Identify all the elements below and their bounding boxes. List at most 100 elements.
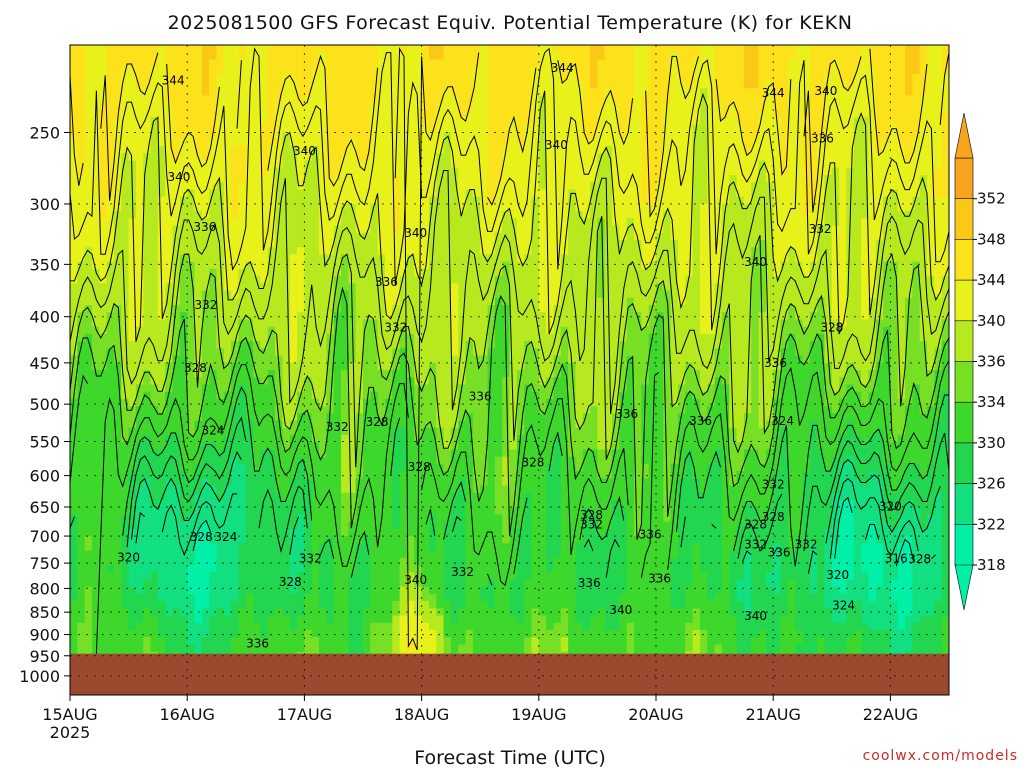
- color-cell: [363, 312, 371, 321]
- color-cell: [472, 102, 481, 111]
- color-cell: [253, 485, 262, 494]
- color-cell: [355, 427, 364, 436]
- color-cell: [121, 102, 130, 111]
- color-cell: [187, 131, 196, 140]
- color-cell: [450, 586, 459, 595]
- color-cell: [84, 153, 93, 162]
- color-cell: [275, 442, 284, 451]
- color-cell: [421, 73, 430, 82]
- color-cell: [91, 406, 100, 414]
- color-cell: [436, 579, 445, 588]
- color-cell: [363, 110, 371, 118]
- color-cell: [77, 485, 86, 494]
- color-cell: [428, 572, 437, 581]
- color-cell: [472, 254, 481, 263]
- color-cell: [282, 456, 291, 465]
- color-cell: [238, 406, 247, 414]
- color-cell: [304, 377, 313, 386]
- color-cell: [253, 435, 262, 443]
- color-cell: [341, 572, 349, 581]
- color-cell: [91, 435, 100, 443]
- color-cell: [84, 622, 93, 631]
- color-cell: [406, 492, 415, 501]
- color-cell: [245, 290, 254, 299]
- color-cell: [384, 500, 393, 508]
- color-cell: [341, 435, 349, 443]
- color-cell: [399, 579, 408, 588]
- color-cell: [91, 52, 100, 61]
- color-cell: [348, 601, 357, 609]
- color-cell: [179, 485, 188, 494]
- color-cell: [216, 377, 225, 386]
- color-cell: [319, 73, 327, 82]
- color-cell: [91, 153, 100, 162]
- color-cell: [297, 622, 305, 631]
- color-cell: [172, 146, 181, 154]
- color-cell: [304, 254, 313, 263]
- color-cell: [326, 81, 335, 89]
- color-cell: [84, 95, 93, 104]
- color-cell: [260, 319, 269, 328]
- color-cell: [91, 456, 100, 465]
- color-cell: [450, 557, 459, 566]
- color-cell: [84, 521, 93, 530]
- color-cell: [157, 189, 166, 198]
- color-cell: [421, 348, 430, 357]
- color-cell: [157, 203, 166, 212]
- color-cell: [333, 232, 342, 241]
- color-cell: [465, 326, 474, 335]
- color-cell: [150, 102, 159, 111]
- color-cell: [231, 521, 240, 530]
- color-cell: [84, 290, 93, 299]
- color-cell: [216, 370, 225, 378]
- color-cell: [245, 268, 254, 277]
- color-cell: [194, 146, 203, 154]
- color-cell: [135, 203, 144, 212]
- color-cell: [333, 131, 342, 140]
- color-cell: [157, 138, 166, 147]
- color-cell: [458, 630, 467, 638]
- color-cell: [209, 225, 218, 234]
- color-cell: [172, 644, 181, 653]
- color-cell: [172, 117, 181, 126]
- color-cell: [458, 622, 467, 631]
- color-cell: [443, 117, 452, 126]
- color-cell: [150, 528, 159, 537]
- color-cell: [377, 175, 386, 183]
- color-cell: [121, 370, 130, 378]
- color-cell: [289, 442, 298, 451]
- color-cell: [253, 348, 262, 357]
- color-cell: [341, 391, 349, 400]
- color-cell: [143, 146, 152, 154]
- color-cell: [223, 557, 232, 566]
- color-cell: [399, 138, 408, 147]
- color-cell: [428, 276, 437, 284]
- color-cell: [143, 175, 152, 183]
- color-cell: [91, 276, 100, 284]
- color-cell: [348, 492, 357, 501]
- color-cell: [91, 232, 100, 241]
- color-cell: [363, 131, 371, 140]
- color-cell: [275, 45, 284, 53]
- color-cell: [223, 536, 232, 544]
- color-cell: [289, 463, 298, 472]
- color-cell: [260, 52, 269, 61]
- color-cell: [326, 521, 335, 530]
- color-cell: [311, 66, 320, 75]
- color-cell: [135, 463, 144, 472]
- color-cell: [465, 543, 474, 552]
- color-cell: [99, 73, 108, 82]
- color-cell: [377, 442, 386, 451]
- color-cell: [245, 601, 254, 609]
- color-cell: [377, 543, 386, 552]
- color-cell: [421, 615, 430, 624]
- color-cell: [216, 211, 225, 219]
- color-cell: [150, 579, 159, 588]
- color-cell: [333, 283, 342, 292]
- color-cell: [377, 622, 386, 631]
- color-cell: [179, 586, 188, 595]
- color-cell: [341, 95, 349, 104]
- color-cell: [458, 637, 467, 646]
- color-cell: [282, 305, 291, 313]
- color-cell: [231, 543, 240, 552]
